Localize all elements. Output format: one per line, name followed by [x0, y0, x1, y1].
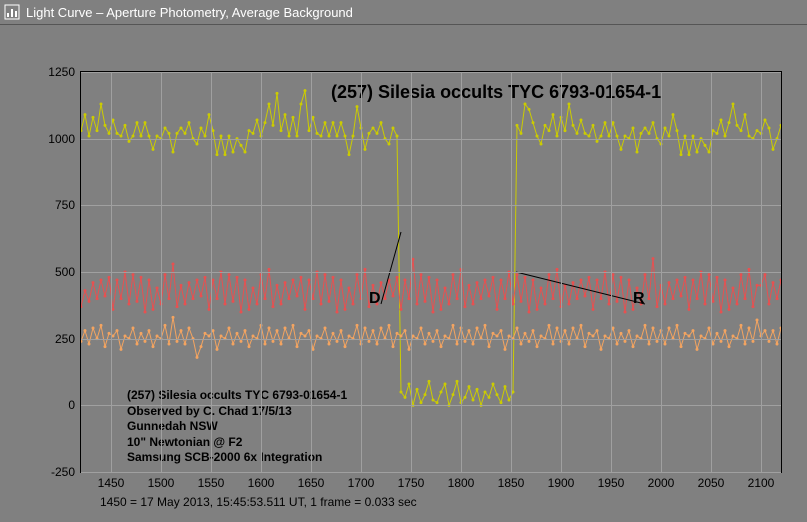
gridline-vertical — [261, 72, 262, 472]
gridline-horizontal — [81, 339, 781, 340]
x-tick-label: 2000 — [648, 472, 675, 490]
gridline-vertical — [111, 72, 112, 472]
x-tick-label: 1850 — [498, 472, 525, 490]
plot-area: (257) Silesia occults TYC 6793-01654-1 (… — [80, 71, 782, 473]
gridline-horizontal — [81, 72, 781, 73]
gridline-horizontal — [81, 205, 781, 206]
annotation-D: D — [369, 290, 381, 308]
x-tick-label: 1900 — [548, 472, 575, 490]
gridline-vertical — [211, 72, 212, 472]
y-tick-label: 1000 — [48, 132, 81, 146]
x-axis-caption: 1450 = 17 May 2013, 15:45:53.511 UT, 1 f… — [100, 495, 417, 509]
gridline-vertical — [161, 72, 162, 472]
gridline-horizontal — [81, 272, 781, 273]
gridline-horizontal — [81, 405, 781, 406]
x-tick-label: 1450 — [98, 472, 125, 490]
gridline-vertical — [361, 72, 362, 472]
x-tick-label: 1550 — [198, 472, 225, 490]
gridline-vertical — [761, 72, 762, 472]
gridline-vertical — [611, 72, 612, 472]
x-tick-label: 1700 — [348, 472, 375, 490]
y-tick-label: -250 — [51, 465, 81, 479]
gridline-vertical — [711, 72, 712, 472]
x-tick-label: 1950 — [598, 472, 625, 490]
x-tick-label: 1500 — [148, 472, 175, 490]
x-tick-label: 2050 — [698, 472, 725, 490]
y-tick-label: 250 — [55, 332, 81, 346]
x-tick-label: 1650 — [298, 472, 325, 490]
window-title: Light Curve – Aperture Photometry, Avera… — [26, 5, 353, 20]
gridline-vertical — [461, 72, 462, 472]
gridline-vertical — [561, 72, 562, 472]
gridline-horizontal — [81, 472, 781, 473]
x-tick-label: 1750 — [398, 472, 425, 490]
x-tick-label: 2100 — [748, 472, 775, 490]
gridline-vertical — [311, 72, 312, 472]
gridline-vertical — [411, 72, 412, 472]
gridline-horizontal — [81, 139, 781, 140]
y-tick-label: 500 — [55, 265, 81, 279]
y-tick-label: 1250 — [48, 65, 81, 79]
chart-container: (257) Silesia occults TYC 6793-01654-1 (… — [0, 25, 807, 522]
gridline-vertical — [511, 72, 512, 472]
y-tick-label: 750 — [55, 198, 81, 212]
chart-icon — [4, 4, 20, 20]
y-tick-label: 0 — [68, 398, 81, 412]
series-comp2 — [81, 317, 781, 357]
annotation-R: R — [633, 290, 645, 308]
gridline-vertical — [661, 72, 662, 472]
window-titlebar: Light Curve – Aperture Photometry, Avera… — [0, 0, 807, 25]
x-tick-label: 1600 — [248, 472, 275, 490]
x-tick-label: 1800 — [448, 472, 475, 490]
